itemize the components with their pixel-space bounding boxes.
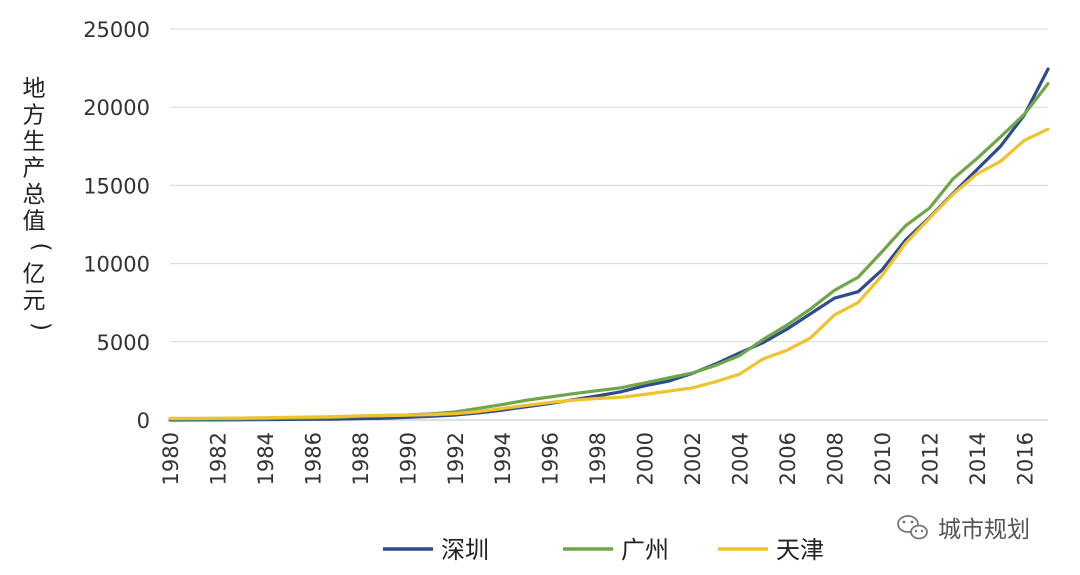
- x-tick-labels: 1980 1982 1984 1986 1988 1990 1992 1994 1996 1998…: [159, 432, 1037, 485]
- y-tick-label: 25000: [83, 18, 150, 42]
- x-tick-label: 2010: [871, 432, 895, 485]
- x-tick-label: 2006: [776, 432, 800, 485]
- y-axis-label-char: 值: [23, 209, 46, 235]
- legend: 深圳 广州 天津: [383, 536, 824, 564]
- y-axis-label-char: 方: [23, 103, 46, 129]
- series-line-1: [168, 82, 1050, 421]
- y-axis-label-char: 地: [23, 76, 46, 102]
- y-axis-label-char: ): [28, 322, 54, 331]
- x-tick-label: 1980: [159, 432, 183, 485]
- legend-entry-2: 天津: [718, 536, 824, 564]
- legend-label: 天津: [776, 536, 824, 564]
- watermark: 城市规划: [897, 515, 1030, 543]
- y-axis-label-char: (: [28, 243, 54, 252]
- x-tick-label: 1990: [396, 432, 420, 485]
- y-axis-label-char: 元: [23, 288, 46, 314]
- x-tick-label: 2008: [823, 432, 847, 485]
- x-tick-label: 2012: [918, 432, 942, 485]
- watermark-text: 城市规划: [938, 517, 1030, 543]
- y-tick-labels: 0 5000 10000 15000 20000 25000: [83, 18, 150, 433]
- x-tick-label: 1996: [539, 432, 563, 485]
- x-tick-label: 1998: [586, 432, 610, 485]
- x-tick-label: 2004: [729, 432, 753, 485]
- y-tick-label: 5000: [97, 331, 150, 355]
- series-line-2: [168, 127, 1050, 420]
- y-tick-label: 15000: [83, 174, 150, 198]
- x-tick-label: 1982: [206, 432, 230, 485]
- x-tick-label: 1994: [491, 432, 515, 485]
- wechat-icon: [897, 515, 928, 540]
- x-tick-label: 1984: [254, 432, 278, 485]
- y-axis-label-char: 生: [23, 129, 46, 155]
- x-tick-label: 2014: [966, 432, 990, 485]
- x-tick-label: 1988: [349, 432, 373, 485]
- y-axis-label-char: 总: [23, 182, 46, 208]
- legend-entry-1: 广州: [563, 536, 669, 564]
- x-tick-label: 2016: [1013, 432, 1037, 485]
- y-tick-label: 20000: [83, 96, 150, 120]
- x-tick-label: 1992: [444, 432, 468, 485]
- y-axis-label-char: 亿: [23, 262, 46, 288]
- x-tick-label: 1986: [301, 432, 325, 485]
- legend-label: 深圳: [441, 536, 489, 564]
- y-tick-label: 0: [137, 409, 150, 433]
- y-axis-label-char: 产: [23, 156, 46, 182]
- y-tick-label: 10000: [83, 253, 150, 277]
- x-tick-label: 2000: [634, 432, 658, 485]
- legend-entry-0: 深圳: [383, 536, 489, 564]
- x-tick-label: 2002: [681, 432, 705, 485]
- series-lines: [168, 67, 1050, 422]
- gridlines: [170, 28, 1048, 421]
- series-line-0: [168, 67, 1050, 422]
- legend-label: 广州: [621, 536, 669, 564]
